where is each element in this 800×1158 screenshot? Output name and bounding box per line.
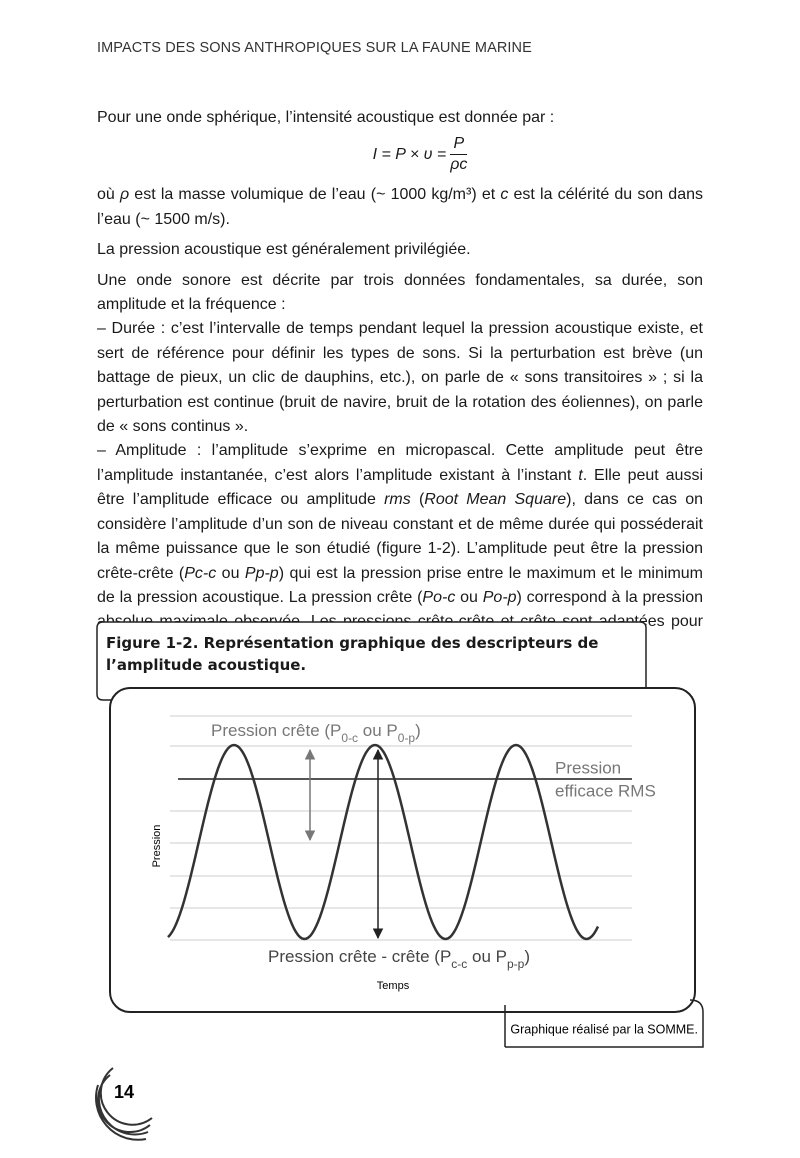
text-line: Une onde sonore est décrite par trois do… — [97, 269, 703, 318]
text-run: Une onde sonore est décrite par trois do… — [97, 271, 703, 314]
italic-run: ρ — [119, 186, 130, 204]
caption-holder: Figure 1-2. Représentation graphique des… — [106, 634, 599, 674]
text-run: ( — [410, 491, 425, 509]
text-run: ) — [415, 721, 421, 740]
text-run: ou — [216, 564, 245, 582]
italic-run: Root Mean Square — [424, 491, 567, 509]
text-run: ou — [455, 588, 483, 606]
plot — [167, 715, 632, 941]
text-run: ou P — [358, 721, 398, 740]
caption-box — [96, 621, 647, 701]
body-text: Pour une onde sphérique, l’intensité aco… — [97, 106, 703, 659]
text-line: La pression acoustique est généralement … — [97, 238, 703, 262]
fraction: P ρc — [450, 134, 467, 175]
italic-run: Pc-c — [184, 564, 217, 582]
italic-run: c — [500, 186, 509, 204]
italic-run: Po-c — [422, 588, 456, 606]
blocks: où ρ est la masse volumique de l’eau (~ … — [97, 183, 703, 659]
italic-run: rms — [384, 491, 411, 509]
figure-box — [109, 687, 696, 1013]
text-line: – Amplitude : l’amplitude s’exprime en m… — [97, 439, 703, 659]
x-axis-label: Temps — [377, 980, 410, 992]
text-run: est la masse volumique de l’eau (~ 1000 … — [129, 186, 501, 204]
numerator: P — [450, 134, 468, 156]
text-run: Pression crête (P — [211, 721, 341, 740]
peak-to-peak-label: Pression crête - crête (Pc-c ou Pp-p) — [268, 947, 530, 971]
figure-caption: Figure 1-2. Représentation graphique des… — [106, 634, 599, 674]
text-run: . Elle peut aussi être l’amplitude effic… — [97, 466, 704, 509]
italic-run: t — [578, 466, 583, 484]
text-run: – Amplitude : l’amplitude s’exprime en m… — [97, 442, 703, 484]
text-run: ) — [524, 947, 530, 966]
text-run: Pression crête - crête (P — [268, 947, 451, 966]
logo — [95, 1067, 153, 1141]
text-run: où — [97, 186, 120, 204]
denominator: ρc — [450, 156, 468, 174]
text-run: – Durée : c’est l’intervalle de temps pe… — [97, 320, 703, 436]
subscript: 0-p — [398, 731, 416, 745]
peak-label: Pression crête (P0-c ou P0-p) — [211, 721, 421, 745]
page-number: 14 — [114, 1082, 134, 1102]
paragraph: Une onde sonore est décrite par trois do… — [97, 269, 703, 660]
y-axis-label: Pression — [151, 825, 163, 868]
formula: I = P × υ = P ρc — [137, 134, 703, 175]
subscript: c-c — [451, 957, 467, 971]
subscript: 0-c — [341, 731, 358, 745]
text-run: est la célérité du son dans l’eau (~ 150… — [97, 186, 703, 228]
italic-run: Pp-p — [244, 564, 279, 582]
rms-label: efficace RMS — [555, 781, 656, 800]
text-run: ou P — [467, 947, 507, 966]
text-run: La pression acoustique est généralement … — [97, 241, 471, 259]
formula-lhs: I = P × υ = — [372, 145, 447, 163]
credit-box — [504, 999, 704, 1048]
italic-run: Po-p — [482, 588, 517, 606]
paragraph: La pression acoustique est généralement … — [97, 238, 703, 262]
paragraph: Pour une onde sphérique, l’intensité aco… — [97, 109, 555, 126]
text-run: ), dans ce cas on considère l’amplitude … — [97, 491, 703, 582]
text-run: ) qui est la pression prise entre le max… — [97, 564, 703, 606]
text-line: – Durée : c’est l’intervalle de temps pe… — [97, 317, 703, 439]
running-title: IMPACTS DES SONS ANTHROPIQUES SUR LA FAU… — [97, 40, 532, 56]
figure-credit: Graphique réalisé par la SOMME. — [510, 1022, 698, 1036]
text-line: où ρ est la masse volumique de l’eau (~ … — [97, 183, 703, 232]
paragraph: où ρ est la masse volumique de l’eau (~ … — [97, 183, 703, 232]
subscript: p-p — [507, 957, 525, 971]
rms-label: Pression — [555, 758, 621, 777]
